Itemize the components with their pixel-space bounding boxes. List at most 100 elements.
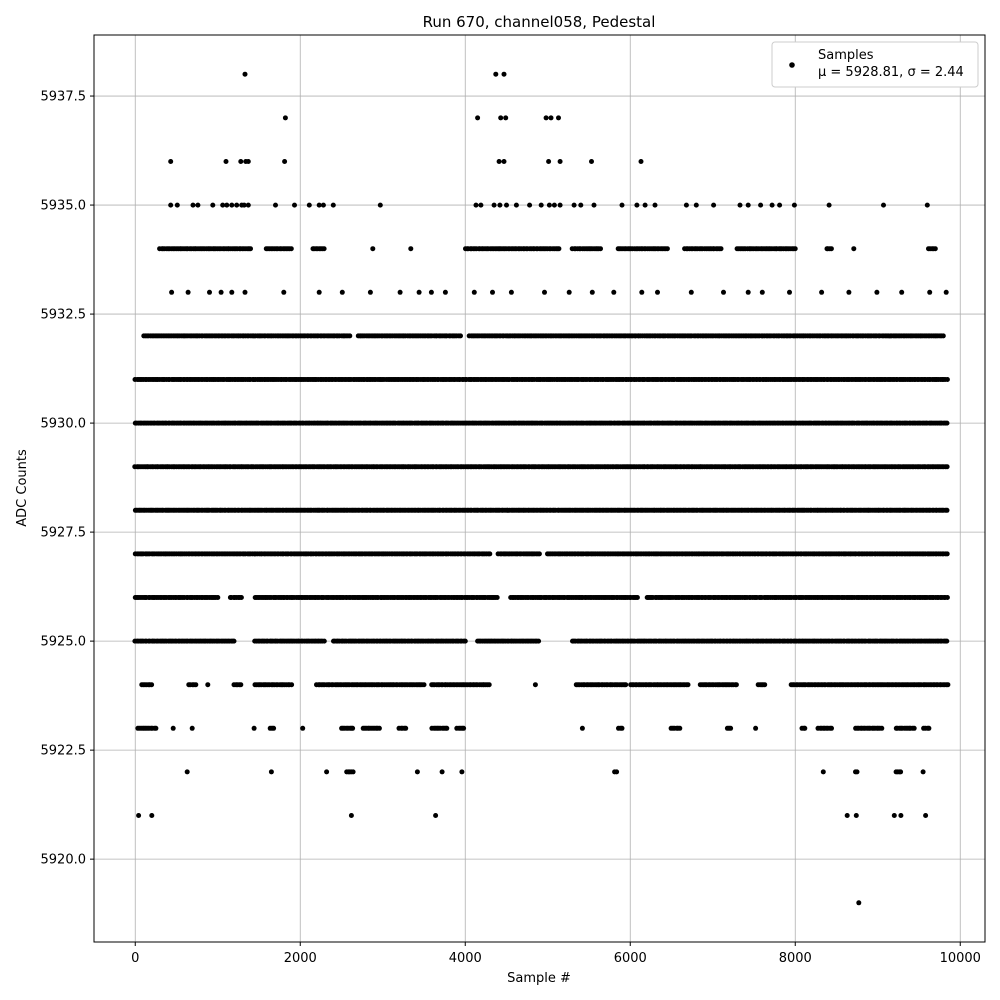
data-point: [944, 420, 950, 426]
data-point: [397, 289, 403, 295]
data-point: [403, 725, 409, 731]
data-point: [745, 202, 751, 208]
data-point: [571, 202, 577, 208]
data-point: [245, 202, 251, 208]
data-point: [546, 202, 552, 208]
data-point: [634, 202, 640, 208]
data-point: [923, 813, 929, 818]
data-point: [733, 682, 739, 688]
data-point: [210, 202, 216, 208]
data-point: [856, 900, 862, 906]
data-point: [471, 289, 477, 295]
data-point: [557, 202, 563, 208]
data-point: [614, 769, 620, 775]
data-point: [911, 725, 917, 731]
data-point: [920, 769, 926, 775]
data-point: [548, 115, 554, 121]
data-point: [224, 202, 230, 208]
data-point: [639, 289, 645, 295]
data-point: [589, 289, 595, 295]
data-point: [854, 769, 860, 775]
data-point: [458, 333, 463, 339]
data-point: [234, 202, 240, 208]
data-point: [189, 725, 195, 731]
data-point: [282, 115, 288, 121]
plot-area-frame: [93, 34, 986, 943]
data-point: [508, 289, 514, 295]
data-point: [416, 289, 422, 295]
data-point: [220, 202, 226, 208]
data-point: [792, 246, 798, 252]
data-point: [190, 202, 196, 208]
data-point: [557, 159, 563, 164]
data-point: [619, 725, 625, 731]
data-point: [316, 202, 322, 208]
data-point: [829, 725, 834, 731]
data-point: [169, 289, 175, 295]
data-point: [619, 202, 625, 208]
data-point: [273, 202, 278, 208]
data-point: [497, 202, 503, 208]
x-tick-label: 0: [131, 951, 139, 966]
data-point: [350, 725, 356, 731]
data-point: [874, 289, 880, 295]
data-point: [926, 725, 932, 731]
data-point: [898, 813, 904, 818]
data-point: [853, 813, 859, 818]
data-point: [242, 289, 248, 295]
data-point: [551, 202, 557, 208]
data-point: [496, 159, 502, 164]
data-point: [943, 289, 949, 295]
data-point: [924, 202, 930, 208]
data-point: [215, 595, 221, 600]
data-point: [320, 202, 326, 208]
data-point: [292, 202, 297, 208]
data-point: [685, 682, 691, 688]
x-tick-label: 10000: [940, 951, 981, 966]
legend-stats: μ = 5928.81, σ = 2.44: [818, 65, 964, 80]
data-point: [638, 159, 644, 164]
data-point: [688, 289, 694, 295]
data-point: [944, 507, 950, 513]
data-point: [846, 289, 852, 295]
data-point: [759, 289, 765, 295]
data-point: [149, 813, 155, 818]
data-point: [348, 813, 354, 818]
data-point: [478, 202, 484, 208]
data-point: [543, 115, 549, 121]
data-point: [218, 289, 224, 295]
data-point: [170, 725, 176, 731]
data-point: [428, 289, 434, 295]
data-point: [777, 202, 783, 208]
data-point: [229, 289, 235, 295]
data-point: [330, 202, 336, 208]
data-point: [288, 246, 294, 252]
x-tick-label: 8000: [779, 951, 812, 966]
data-point: [306, 202, 312, 208]
data-point: [791, 202, 797, 208]
data-point: [168, 202, 174, 208]
data-point: [442, 289, 448, 295]
data-point: [168, 159, 174, 164]
data-point: [459, 769, 465, 775]
data-point: [347, 333, 353, 339]
data-point: [611, 289, 617, 295]
data-point: [475, 115, 481, 121]
data-point: [300, 725, 306, 731]
data-point: [898, 769, 904, 775]
data-point: [634, 595, 640, 600]
data-point: [820, 769, 826, 775]
data-point: [205, 682, 211, 688]
data-point: [444, 725, 450, 731]
data-point: [350, 769, 356, 775]
data-point: [501, 159, 507, 164]
data-point: [486, 682, 492, 688]
data-point: [927, 289, 933, 295]
data-point: [532, 682, 538, 688]
data-point: [513, 202, 519, 208]
data-point: [193, 682, 199, 688]
data-point: [546, 159, 552, 164]
data-point: [414, 769, 420, 775]
data-point: [718, 246, 724, 252]
